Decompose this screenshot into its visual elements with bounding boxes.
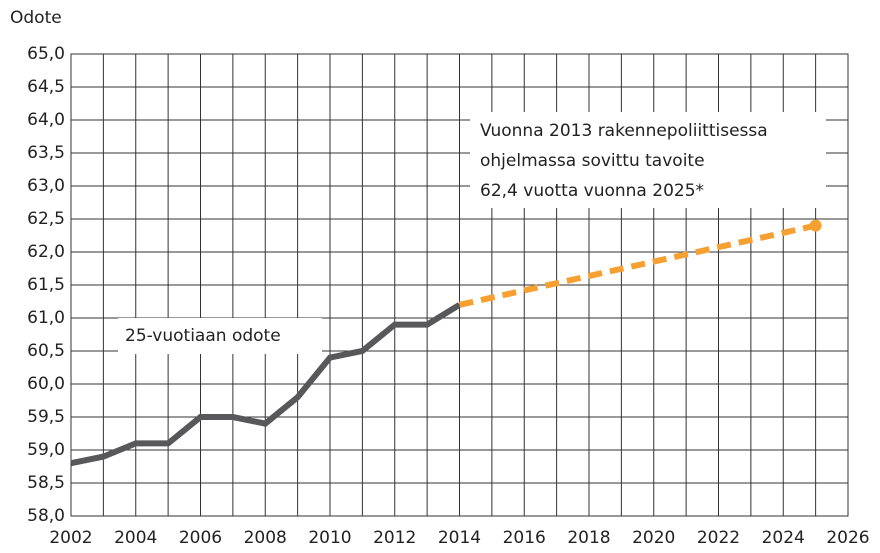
y-tick-label: 60,5 bbox=[27, 341, 65, 361]
x-tick-label: 2020 bbox=[632, 528, 675, 548]
x-tick-label: 2014 bbox=[438, 528, 481, 548]
annotation: Vuonna 2013 rakennepoliittisessa bbox=[480, 121, 768, 141]
x-tick-label: 2024 bbox=[762, 528, 805, 548]
y-tick-label: 59,0 bbox=[27, 440, 65, 460]
x-tick-label: 2012 bbox=[373, 528, 416, 548]
y-tick-label: 64,0 bbox=[27, 110, 65, 130]
y-tick-label: 65,0 bbox=[27, 44, 65, 64]
annotation: 25-vuotiaan odote bbox=[125, 326, 281, 346]
x-tick-label: 2006 bbox=[179, 528, 222, 548]
y-tick-label: 60,0 bbox=[27, 374, 65, 394]
x-tick-label: 2022 bbox=[697, 528, 740, 548]
annotation: 62,4 vuotta vuonna 2025* bbox=[480, 181, 704, 201]
y-tick-label: 63,0 bbox=[27, 176, 65, 196]
x-tick-label: 2018 bbox=[567, 528, 610, 548]
y-tick-label: 63,5 bbox=[27, 143, 65, 163]
y-tick-label: 59,5 bbox=[27, 407, 65, 427]
annotation: ohjelmassa sovittu tavoite bbox=[480, 151, 705, 171]
data-line bbox=[458, 222, 817, 308]
annotation-box bbox=[118, 318, 322, 354]
end-marker bbox=[809, 219, 822, 232]
y-tick-label: 58,0 bbox=[27, 506, 65, 526]
y-tick-label: 62,5 bbox=[27, 209, 65, 229]
annotation-box bbox=[470, 112, 826, 208]
x-tick-label: 2010 bbox=[308, 528, 351, 548]
x-tick-label: 2002 bbox=[49, 528, 92, 548]
data-line bbox=[70, 302, 462, 467]
y-tick-label: 61,0 bbox=[27, 308, 65, 328]
x-tick-label: 2016 bbox=[503, 528, 546, 548]
plot-frame bbox=[70, 53, 849, 517]
x-tick-label: 2004 bbox=[114, 528, 157, 548]
y-tick-label: 62,0 bbox=[27, 242, 65, 262]
x-tick-label: 2008 bbox=[244, 528, 287, 548]
x-tick-label: 2026 bbox=[826, 528, 869, 548]
y-tick-label: 61,5 bbox=[27, 275, 65, 295]
y-tick-label: 58,5 bbox=[27, 473, 65, 493]
y-tick-label: 64,5 bbox=[27, 77, 65, 97]
y-axis-label: Odote bbox=[10, 8, 62, 28]
